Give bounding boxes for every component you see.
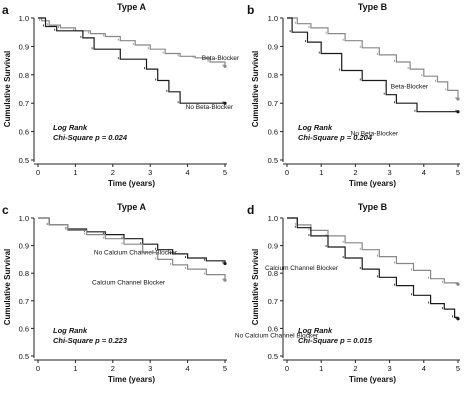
x-tick-label: 2	[353, 364, 357, 373]
x-tick-label: 5	[223, 168, 227, 177]
y-tick-label: 0.9	[268, 242, 278, 251]
curve-end-marker	[223, 101, 227, 105]
curve-end-marker	[456, 97, 460, 101]
x-tick-label: 5	[456, 168, 460, 177]
series-label: No Calcium Channel Blocker	[235, 332, 319, 339]
survival-curve-0	[287, 17, 459, 99]
panel-label: a	[2, 3, 9, 17]
x-tick-label: 1	[319, 168, 323, 177]
survival-curve-1	[287, 217, 459, 319]
log-rank-annotation: Log Rank	[53, 326, 88, 335]
log-rank-annotation: Chi-Square p = 0.204	[298, 133, 373, 142]
x-tick-label: 3	[388, 168, 392, 177]
x-tick-label: 4	[422, 168, 426, 177]
x-axis-label: Time (years)	[349, 179, 396, 188]
panel-label: d	[247, 203, 254, 217]
log-rank-annotation: Chi-Square p = 0.015	[298, 336, 373, 345]
y-tick-label: 1.0	[268, 14, 278, 23]
chart-title: Type A	[117, 2, 147, 12]
x-tick-label: 3	[148, 168, 152, 177]
chart-title: Type A	[117, 202, 147, 212]
series-label: Beta-Blocker	[391, 83, 429, 90]
series-label: No Beta-Blocker	[186, 104, 234, 111]
series-label: Calcium Channel Blocker	[265, 265, 339, 272]
y-axis-label: Cumulative Survival	[251, 51, 260, 127]
x-tick-label: 0	[36, 364, 40, 373]
log-rank-annotation: Log Rank	[298, 123, 333, 132]
survival-curve-0	[287, 217, 459, 285]
y-tick-label: 0.9	[19, 42, 29, 51]
x-tick-label: 1	[319, 364, 323, 373]
y-tick-label: 0.5	[268, 352, 278, 361]
x-axis-label: Time (years)	[349, 375, 396, 384]
y-tick-label: 1.0	[268, 214, 278, 223]
x-tick-label: 0	[285, 364, 289, 373]
y-tick-label: 0.7	[268, 99, 278, 108]
curve-end-marker	[223, 278, 227, 282]
y-tick-label: 0.8	[19, 269, 29, 278]
x-axis-label: Time (years)	[108, 375, 155, 384]
x-tick-label: 0	[285, 168, 289, 177]
survival-curve-1	[38, 17, 225, 104]
x-tick-label: 2	[111, 364, 115, 373]
x-tick-label: 2	[353, 168, 357, 177]
y-tick-label: 0.7	[19, 297, 29, 306]
panel-label: b	[247, 3, 254, 17]
y-axis-label: Cumulative Survival	[3, 51, 12, 127]
log-rank-annotation: Chi-Square p = 0.024	[53, 133, 128, 142]
survival-curve-1	[287, 17, 458, 113]
y-tick-label: 0.5	[19, 352, 29, 361]
x-tick-label: 4	[186, 364, 190, 373]
curve-end-marker	[223, 64, 227, 68]
x-tick-label: 0	[36, 168, 40, 177]
y-axis-label: Cumulative Survival	[251, 249, 260, 325]
y-tick-label: 0.8	[268, 269, 278, 278]
y-tick-label: 1.0	[19, 14, 29, 23]
x-tick-label: 5	[223, 364, 227, 373]
series-label: Calcium Channel Blocker	[92, 279, 166, 286]
y-tick-label: 0.8	[19, 71, 29, 80]
y-tick-label: 0.5	[19, 156, 29, 165]
curve-end-marker	[223, 261, 227, 266]
y-tick-label: 0.7	[268, 297, 278, 306]
series-label: No Beta-Blocker	[351, 131, 399, 138]
y-tick-label: 0.6	[268, 324, 278, 333]
x-tick-label: 3	[388, 364, 392, 373]
y-tick-label: 0.9	[19, 242, 29, 251]
y-tick-label: 0.7	[19, 99, 29, 108]
chart-title: Type B	[358, 2, 388, 12]
y-tick-label: 0.6	[19, 128, 29, 137]
log-rank-annotation: Chi-Square p = 0.223	[53, 336, 128, 345]
chart-title: Type B	[358, 202, 388, 212]
series-label: No Calcium Channel Blocker	[94, 250, 178, 257]
y-tick-label: 0.8	[268, 71, 278, 80]
x-tick-label: 1	[73, 364, 77, 373]
x-tick-label: 4	[186, 168, 190, 177]
y-tick-label: 0.6	[19, 324, 29, 333]
curve-end-marker	[456, 317, 460, 321]
x-tick-label: 1	[73, 168, 77, 177]
x-tick-label: 4	[422, 364, 426, 373]
series-label: Beta-Blocker	[202, 55, 240, 62]
curve-end-marker	[456, 282, 460, 286]
curve-end-marker	[456, 110, 460, 114]
log-rank-annotation: Log Rank	[53, 123, 88, 132]
y-tick-label: 0.6	[268, 128, 278, 137]
x-tick-label: 5	[456, 364, 460, 373]
x-tick-label: 3	[148, 364, 152, 373]
y-axis-label: Cumulative Survival	[3, 249, 12, 325]
y-tick-label: 1.0	[19, 214, 29, 223]
y-tick-label: 0.5	[268, 156, 278, 165]
panel-label: c	[2, 203, 9, 217]
log-rank-annotation: Log Rank	[298, 326, 333, 335]
survival-curve-1	[38, 217, 226, 281]
x-axis-label: Time (years)	[108, 179, 155, 188]
x-tick-label: 2	[111, 168, 115, 177]
y-tick-label: 0.9	[268, 42, 278, 51]
survival-curve-0	[38, 17, 226, 67]
